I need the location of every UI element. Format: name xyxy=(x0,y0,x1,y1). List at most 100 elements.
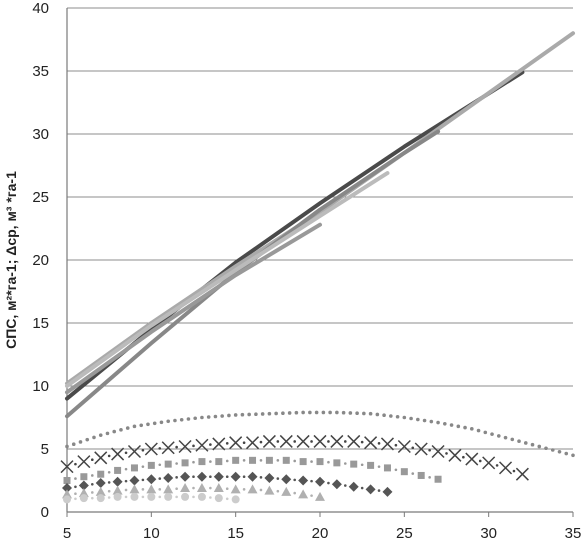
connector-dot xyxy=(360,463,364,467)
data-point xyxy=(313,434,327,448)
data-point xyxy=(63,495,71,504)
data-point xyxy=(85,437,90,442)
data-point xyxy=(499,461,513,475)
data-point xyxy=(298,475,309,486)
connector-dot xyxy=(158,488,162,491)
connector-dot xyxy=(74,497,77,501)
data-point xyxy=(476,428,481,433)
data-point xyxy=(249,456,257,464)
data-point xyxy=(230,471,241,482)
connector-dot xyxy=(158,477,162,480)
data-point xyxy=(240,412,245,417)
connector-dot xyxy=(192,486,195,490)
data-point xyxy=(429,419,434,424)
data-point xyxy=(414,442,428,456)
data-point xyxy=(166,419,170,424)
connector-dot xyxy=(209,496,212,499)
connector-dot xyxy=(310,494,313,497)
series-9 xyxy=(62,471,393,497)
x-tick-label: 30 xyxy=(480,525,497,542)
data-point xyxy=(496,434,501,438)
data-point xyxy=(308,410,312,415)
data-point xyxy=(490,432,494,436)
data-point xyxy=(301,410,305,415)
data-point xyxy=(113,492,122,501)
data-point xyxy=(105,431,110,436)
data-point xyxy=(62,483,72,494)
connector-dot xyxy=(124,467,128,471)
data-point xyxy=(181,492,190,501)
connector-dot xyxy=(394,468,398,472)
connector-dot xyxy=(377,442,381,445)
data-point xyxy=(129,475,140,486)
y-tick-label: 20 xyxy=(32,252,49,269)
data-point xyxy=(347,434,361,448)
data-point xyxy=(262,434,276,448)
connector-dot xyxy=(74,462,77,466)
data-point xyxy=(196,483,207,493)
data-point xyxy=(482,456,496,470)
connector-dot xyxy=(124,488,128,492)
data-point xyxy=(97,470,105,478)
data-point xyxy=(152,421,157,426)
y-tick-label: 40 xyxy=(32,0,49,17)
connector-dot xyxy=(276,477,280,480)
data-point xyxy=(470,427,474,431)
data-point xyxy=(94,451,108,465)
connector-dot xyxy=(225,497,229,501)
data-point xyxy=(350,460,358,468)
data-point xyxy=(315,476,325,487)
connector-dot xyxy=(344,462,347,465)
connector-dot xyxy=(91,491,94,494)
data-point xyxy=(146,422,150,427)
data-point xyxy=(220,414,224,418)
data-point xyxy=(330,434,344,448)
data-point xyxy=(71,442,76,447)
data-point xyxy=(287,411,292,415)
data-point xyxy=(147,492,156,501)
connector-dot xyxy=(276,489,280,493)
connector-dot xyxy=(141,478,145,482)
connector-dot xyxy=(394,443,398,447)
series-5 xyxy=(65,222,322,395)
connector-dot xyxy=(158,447,162,450)
data-point xyxy=(186,417,191,421)
data-point xyxy=(129,484,140,494)
connector-dot xyxy=(242,488,246,491)
data-point xyxy=(281,486,292,496)
connector-dot xyxy=(293,459,297,463)
data-point xyxy=(335,410,339,415)
connector-dot xyxy=(259,476,263,479)
connector-dot xyxy=(175,476,178,479)
data-point xyxy=(173,418,177,423)
connector-dot xyxy=(192,475,195,479)
connector-dot xyxy=(91,482,94,486)
data-point xyxy=(267,411,272,416)
data-point xyxy=(422,418,427,423)
connector-dot xyxy=(293,440,297,443)
data-point xyxy=(200,415,204,420)
connector-dot xyxy=(276,459,280,462)
data-point xyxy=(483,430,488,435)
series-4 xyxy=(65,171,390,388)
series-10 xyxy=(62,483,325,501)
data-point xyxy=(341,410,346,415)
data-point xyxy=(431,444,445,459)
data-point xyxy=(274,411,278,416)
x-tick-label: 25 xyxy=(396,525,413,542)
data-point xyxy=(434,475,442,483)
data-point xyxy=(383,464,391,472)
x-tick-label: 15 xyxy=(227,525,244,542)
data-point xyxy=(232,456,240,464)
data-point xyxy=(333,459,341,467)
data-point xyxy=(264,472,275,483)
data-point xyxy=(196,471,207,482)
connector-dot xyxy=(124,451,128,455)
series-8 xyxy=(63,456,442,484)
connector-dot xyxy=(175,487,178,490)
data-point xyxy=(409,416,413,421)
connector-dot xyxy=(158,495,162,499)
data-point xyxy=(130,464,138,472)
data-point xyxy=(400,468,408,476)
